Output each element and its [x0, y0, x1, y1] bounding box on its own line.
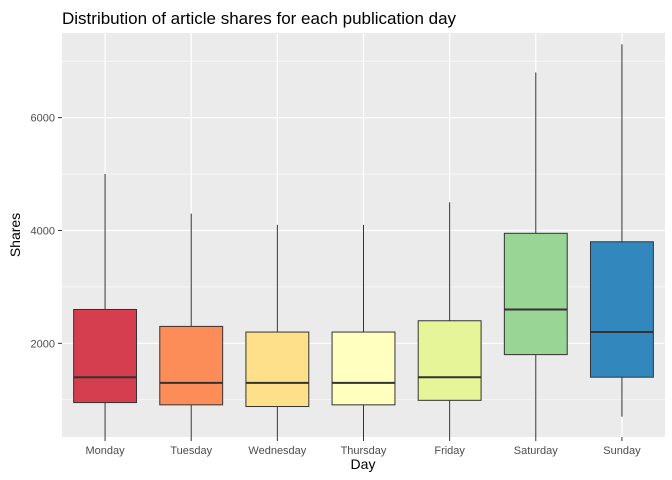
- x-tick-label: Friday: [434, 445, 465, 457]
- x-tick-label: Monday: [86, 445, 126, 457]
- y-tick-label: 2000: [31, 338, 55, 350]
- box-iqr: [331, 331, 396, 406]
- box-wednesday: [245, 224, 310, 437]
- box-tuesday: [159, 213, 224, 437]
- box-iqr: [589, 241, 654, 378]
- box-iqr: [73, 308, 138, 404]
- box-iqr: [503, 232, 568, 356]
- x-tick-label: Tuesday: [170, 445, 212, 457]
- chart-title: Distribution of article shares for each …: [62, 9, 457, 28]
- x-tick-label: Wednesday: [248, 445, 306, 457]
- box-series: [73, 44, 654, 437]
- box-iqr: [417, 320, 482, 401]
- y-tick-label: 6000: [31, 113, 55, 125]
- box-thursday: [331, 224, 396, 437]
- x-axis: Monday Tuesday Wednesday Thursday Friday Satu…: [86, 437, 641, 457]
- x-tick-label: Saturday: [514, 445, 559, 457]
- box-iqr: [159, 325, 224, 406]
- x-tick-label: Sunday: [603, 445, 641, 457]
- x-axis-title: Day: [351, 456, 376, 472]
- y-tick-label: 4000: [31, 225, 55, 237]
- box-iqr: [245, 331, 310, 408]
- x-tick-label: Thursday: [341, 445, 387, 457]
- y-axis: 2000 4000 6000: [31, 113, 62, 350]
- y-axis-title: Shares: [7, 213, 23, 257]
- box-sunday: [589, 44, 654, 417]
- box-friday: [417, 202, 482, 437]
- box-saturday: [503, 72, 568, 437]
- box-monday: [73, 174, 138, 437]
